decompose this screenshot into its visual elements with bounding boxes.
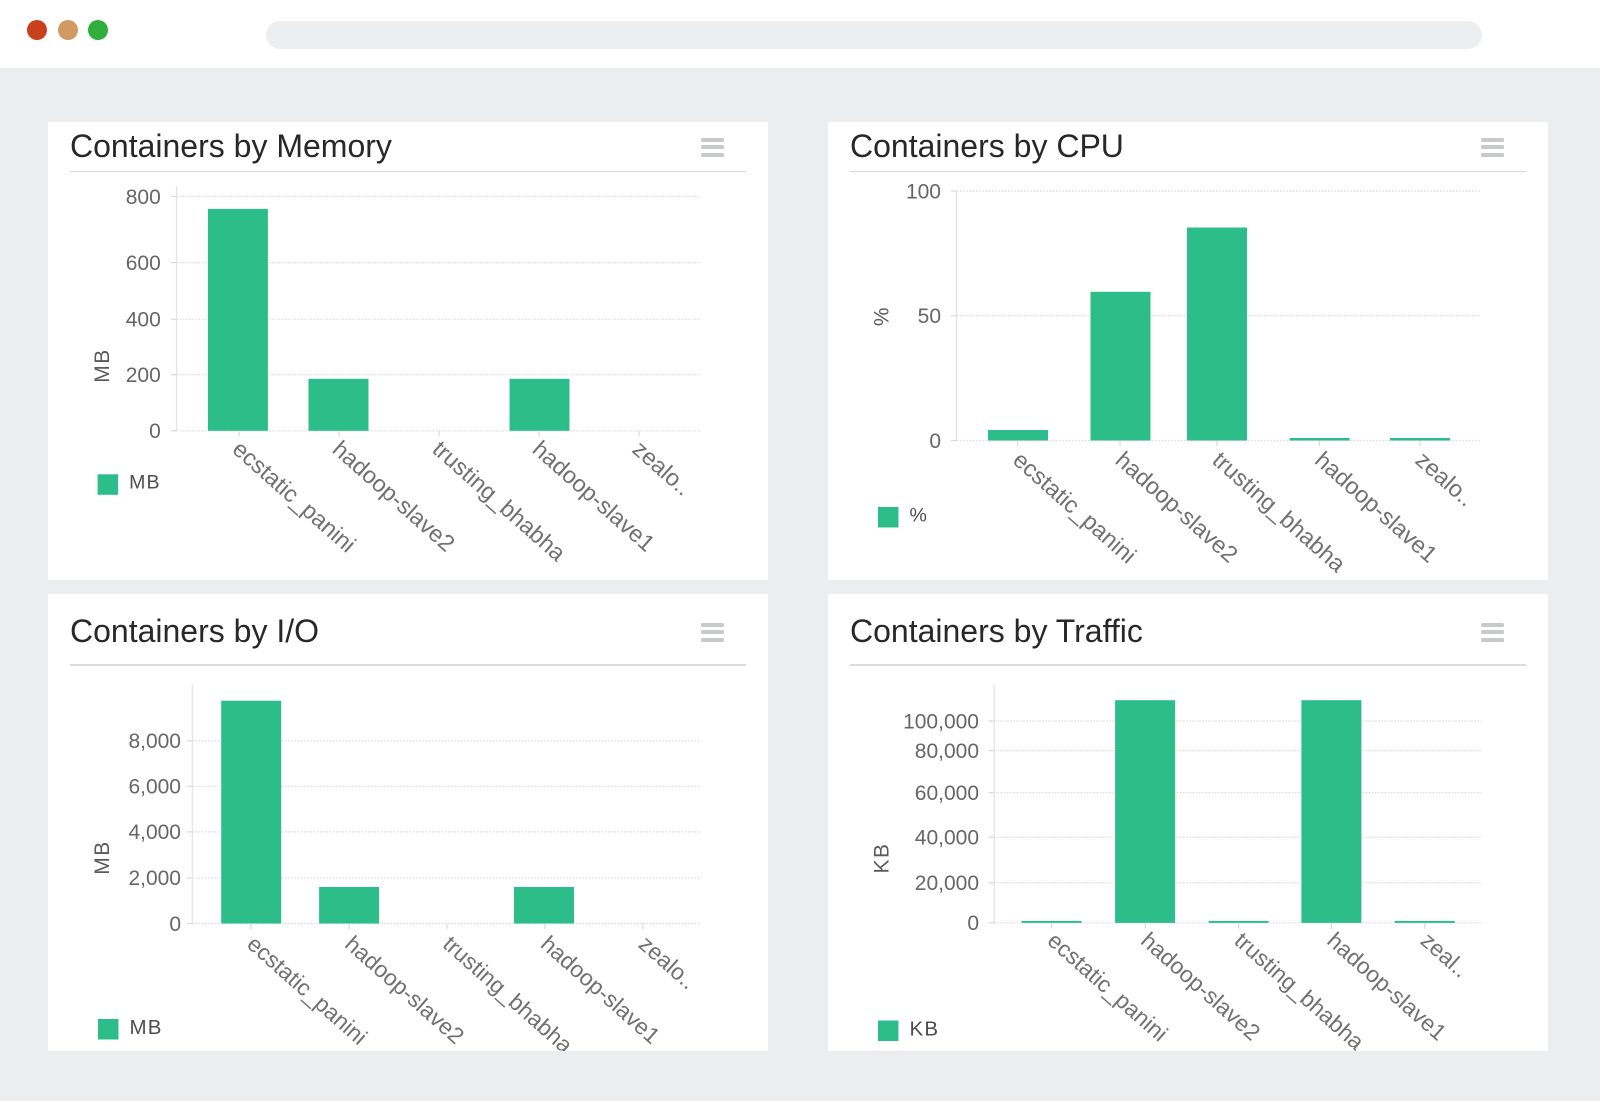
svg-text:100,000: 100,000 [903,710,979,733]
svg-text:zealo..: zealo.. [1411,446,1480,511]
svg-text:0: 0 [929,430,941,453]
svg-text:100: 100 [906,180,941,203]
svg-text:MB: MB [130,1016,163,1039]
svg-text:6,000: 6,000 [128,776,181,799]
svg-text:0: 0 [169,913,181,936]
svg-text:200: 200 [126,364,161,387]
svg-text:0: 0 [149,420,161,443]
svg-text:20,000: 20,000 [915,872,979,895]
svg-text:%: % [910,504,929,526]
svg-text:50: 50 [918,305,941,328]
svg-text:800: 800 [126,186,161,209]
svg-text:4,000: 4,000 [128,821,181,844]
svg-text:80,000: 80,000 [915,740,979,763]
svg-text:KB: KB [871,842,894,873]
svg-text:MB: MB [91,840,114,875]
svg-text:zeal..: zeal.. [1416,927,1474,983]
svg-text:KB: KB [910,1018,940,1041]
svg-text:400: 400 [126,309,161,332]
svg-text:60,000: 60,000 [915,782,979,805]
svg-text:40,000: 40,000 [915,827,979,850]
svg-text:MB: MB [129,472,161,494]
svg-text:zealo..: zealo.. [634,930,702,994]
svg-text:8,000: 8,000 [128,730,181,753]
svg-text:zealo..: zealo.. [628,435,697,500]
svg-text:MB: MB [91,348,114,383]
svg-text:0: 0 [967,912,979,935]
svg-text:%: % [871,306,894,326]
svg-text:600: 600 [126,252,161,275]
svg-text:2,000: 2,000 [128,867,181,890]
